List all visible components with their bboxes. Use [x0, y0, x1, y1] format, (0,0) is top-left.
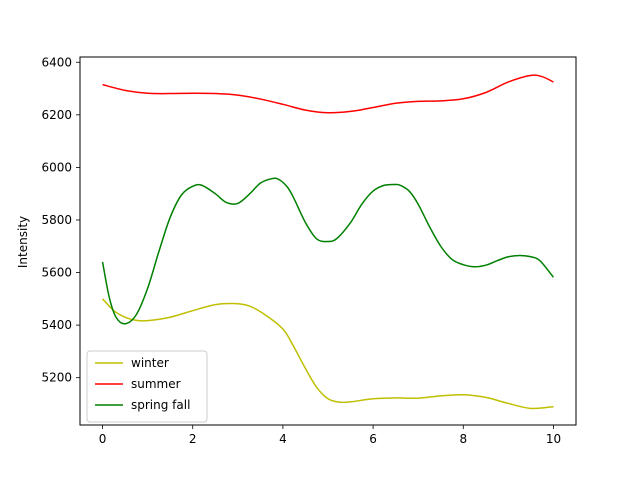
y-tick-label: 6200 [41, 108, 72, 122]
x-tick-label: 2 [189, 432, 197, 446]
y-tick-label: 5400 [41, 318, 72, 332]
x-tick-label: 10 [546, 432, 561, 446]
x-tick-label: 6 [369, 432, 377, 446]
legend: winter summer spring fall [86, 350, 208, 423]
y-tick-label: 5600 [41, 266, 72, 280]
series-line-1 [102, 74, 554, 114]
x-tick-label: 8 [459, 432, 467, 446]
legend-label-1: summer [131, 377, 181, 391]
y-tick-label: 5800 [41, 213, 72, 227]
x-tick-label: 0 [99, 432, 107, 446]
y-axis-label: Intensity [16, 216, 30, 268]
series-layer [101, 74, 555, 410]
legend-label-0: winter [131, 356, 169, 370]
series-line-2 [101, 177, 555, 325]
legend-label-2: spring fall [131, 398, 190, 412]
x-axis: 0 2 4 6 8 10 [99, 425, 561, 446]
y-axis: 5200 5400 5600 5800 6000 6200 6400 [41, 55, 80, 385]
y-tick-label: 6400 [41, 55, 72, 69]
y-tick-label: 5200 [41, 371, 72, 385]
series-line-0 [102, 298, 554, 410]
x-tick-label: 4 [279, 432, 287, 446]
plot-frame [79, 56, 577, 426]
y-tick-label: 6000 [41, 160, 72, 174]
